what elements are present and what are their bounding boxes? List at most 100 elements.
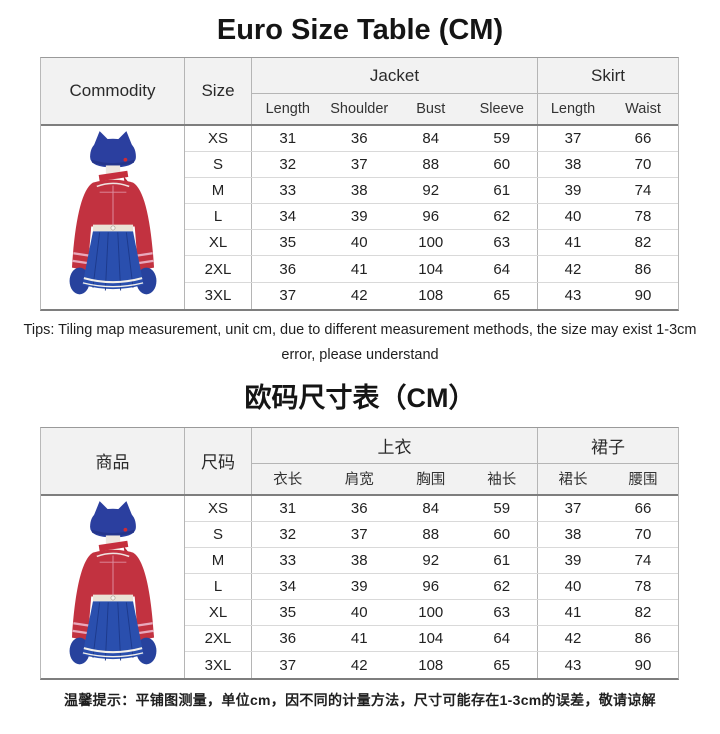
euro-size-section: Euro Size Table (CM) Commodity Size Jack… — [0, 12, 720, 368]
measurement-value-cell: 42 — [564, 260, 582, 278]
measurement-value-cell: 74 — [634, 551, 652, 569]
measurement-value-cell: 82 — [634, 604, 652, 622]
measurement-value-cell: 60 — [467, 152, 538, 178]
measurement-value-cell: 70 — [634, 525, 652, 543]
cn-jacket-group-header: 上衣 — [252, 427, 538, 464]
cn-size-section: 欧码尺寸表（CM） 商品 尺码 上衣 裙子 衣长 肩宽 胸围 袖长 裙长 腰围 … — [0, 380, 720, 714]
measurement-value-cell: 92 — [422, 182, 440, 200]
measurement-value-cell: 40 — [350, 234, 368, 252]
product-photo-cell — [41, 126, 185, 309]
measurement-value-cell: 78 — [634, 577, 652, 595]
jacket-sleeve-header: Sleeve — [467, 94, 538, 124]
size-row: S 32 37 88 60 38 70 — [185, 521, 678, 548]
size-row: XS 31 36 84 59 37 66 — [185, 495, 678, 522]
measurement-value-cell: 78 — [634, 208, 652, 226]
measurement-value-cell: 42 — [564, 630, 582, 648]
measurement-value-cell: 40 — [350, 604, 368, 622]
measurement-value-cell: 37 — [564, 130, 582, 148]
measurement-value-cell: 36 — [279, 630, 297, 648]
measurement-value-cell: 64 — [467, 626, 538, 652]
size-row: S 32 37 88 60 38 70 — [185, 152, 678, 179]
measurement-value-cell: 31 — [279, 499, 297, 517]
size-label-cell: 2XL — [185, 256, 252, 282]
commodity-header: Commodity — [41, 58, 185, 124]
measurement-value-cell: 74 — [634, 182, 652, 200]
measurement-value-cell: 64 — [467, 256, 538, 282]
measurement-value-cell: 40 — [564, 577, 582, 595]
measurement-value-cell: 100 — [418, 604, 444, 622]
measurement-value-cell: 41 — [350, 260, 368, 278]
measurement-value-cell: 41 — [564, 234, 582, 252]
costume-product-image — [67, 499, 158, 666]
measurement-value-cell: 38 — [564, 525, 582, 543]
measurement-tips: Tips: Tiling map measurement, unit cm, d… — [23, 321, 697, 363]
measurement-value-cell: 86 — [634, 630, 652, 648]
measurement-value-cell: 37 — [279, 287, 297, 305]
cn-jacket-sleeve-header: 袖长 — [467, 463, 538, 494]
measurement-value-cell: 37 — [350, 525, 368, 543]
table-body: XS 31 36 84 59 37 66 S 32 37 88 60 38 70 M 33 38 92 61 39 74… — [41, 126, 678, 309]
cn-size-header: 尺码 — [185, 427, 252, 494]
measurement-value-cell: 38 — [564, 156, 582, 174]
cn-commodity-header: 商品 — [41, 427, 185, 494]
measurement-value-cell: 100 — [418, 234, 444, 252]
measurement-value-cell: 86 — [634, 260, 652, 278]
jacket-group-header: Jacket — [252, 58, 538, 94]
size-label-cell: S — [185, 521, 252, 547]
measurement-value-cell: 33 — [279, 551, 297, 569]
cn-page-title: 欧码尺寸表（CM） — [244, 382, 476, 413]
cn-size-table: 商品 尺码 上衣 裙子 衣长 肩宽 胸围 袖长 裙长 腰围 XS 31 36 84 59… — [40, 426, 679, 681]
size-row: XL 35 40 100 63 41 82 — [185, 230, 678, 257]
measurement-value-cell: 90 — [634, 287, 652, 305]
measurement-value-cell: 35 — [279, 234, 297, 252]
measurement-value-cell: 42 — [350, 656, 368, 674]
measurement-value-cell: 66 — [634, 499, 652, 517]
size-label-cell: M — [185, 547, 252, 573]
size-row: M 33 38 92 61 39 74 — [185, 547, 678, 574]
measurement-value-cell: 31 — [279, 130, 297, 148]
measurement-value-cell: 32 — [279, 525, 297, 543]
size-label-cell: M — [185, 178, 252, 204]
skirt-waist-header: Waist — [625, 101, 661, 117]
measurement-value-cell: 36 — [279, 260, 297, 278]
size-row: L 34 39 96 62 40 78 — [185, 204, 678, 231]
measurement-value-cell: 34 — [279, 208, 297, 226]
measurement-value-cell: 43 — [564, 287, 582, 305]
measurement-value-cell: 43 — [564, 656, 582, 674]
size-label-cell: 2XL — [185, 626, 252, 652]
measurement-value-cell: 61 — [467, 547, 538, 573]
size-label-cell: 3XL — [185, 652, 252, 679]
costume-product-image — [69, 131, 156, 295]
skirt-length-header: Length — [550, 101, 596, 117]
cn-table-header: 商品 尺码 上衣 裙子 衣长 肩宽 胸围 袖长 裙长 腰围 — [41, 427, 678, 496]
measurement-value-cell: 40 — [564, 208, 582, 226]
measurement-value-cell: 90 — [634, 656, 652, 674]
measurement-value-cell: 37 — [279, 656, 297, 674]
euro-size-table: Commodity Size Jacket Skirt Length Shoul… — [40, 57, 679, 311]
measurement-value-cell: 32 — [279, 156, 297, 174]
measurement-value-cell: 65 — [467, 652, 538, 679]
size-row: 2XL 36 41 104 64 42 86 — [185, 256, 678, 283]
measurement-value-cell: 63 — [467, 600, 538, 626]
measurement-value-cell: 96 — [422, 208, 440, 226]
measurement-value-cell: 41 — [564, 604, 582, 622]
measurement-value-cell: 39 — [350, 577, 368, 595]
measurement-value-cell: 35 — [279, 604, 297, 622]
size-row: 3XL 37 42 108 65 43 90 — [185, 282, 678, 309]
size-label-cell: XL — [185, 600, 252, 626]
size-row: M 33 38 92 61 39 74 — [185, 178, 678, 205]
measurement-value-cell: 62 — [467, 204, 538, 230]
size-label-cell: L — [185, 573, 252, 600]
measurement-value-cell: 33 — [279, 182, 297, 200]
size-label-cell: XL — [185, 230, 252, 256]
measurement-value-cell: 88 — [422, 525, 440, 543]
cn-jacket-shoulder-header: 肩宽 — [344, 472, 374, 489]
measurement-value-cell: 96 — [422, 577, 440, 595]
measurement-value-cell: 42 — [350, 287, 368, 305]
measurement-value-cell: 38 — [350, 551, 368, 569]
measurement-value-cell: 36 — [350, 130, 368, 148]
measurement-value-cell: 104 — [418, 630, 444, 648]
cn-product-photo-cell — [41, 495, 185, 679]
measurement-value-cell: 60 — [467, 521, 538, 547]
table-header: Commodity Size Jacket Skirt Length Shoul… — [41, 58, 678, 126]
